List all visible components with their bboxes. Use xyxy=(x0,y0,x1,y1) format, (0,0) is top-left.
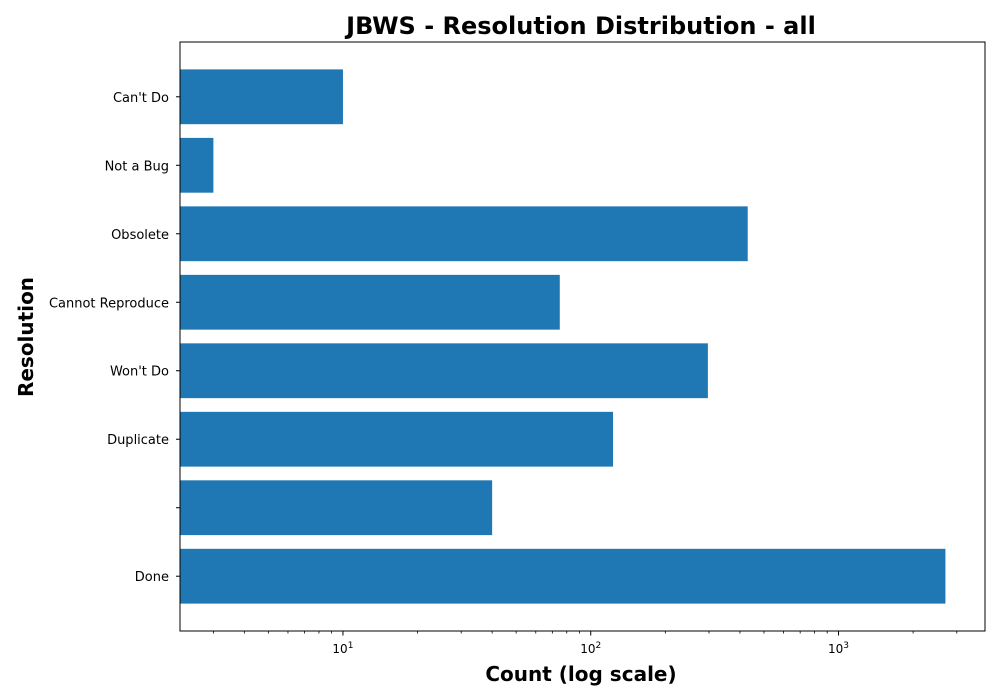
bar-0 xyxy=(180,548,946,604)
bar-7 xyxy=(180,69,343,125)
y-tick-label-2: Duplicate xyxy=(107,433,169,448)
y-tick-label-4: Cannot Reproduce xyxy=(49,296,169,311)
y-tick-label-3: Won't Do xyxy=(110,365,169,380)
x-tick-label-0: 101 xyxy=(332,641,353,656)
y-tick-label-0: Done xyxy=(135,570,169,585)
bar-2 xyxy=(180,411,614,467)
bar-4 xyxy=(180,274,560,330)
x-axis-title: Count (log scale) xyxy=(485,662,676,686)
bars-layer xyxy=(180,69,946,604)
bar-6 xyxy=(180,137,214,193)
y-axis-title: Resolution xyxy=(14,277,38,397)
bar-1 xyxy=(180,480,493,536)
y-axis-ticks: Done Duplicate Won't Do Cannot Reproduce Obs… xyxy=(49,91,180,585)
x-axis-ticks: 101 102 103 xyxy=(212,631,958,656)
x-tick-label-1: 102 xyxy=(580,641,601,656)
y-tick-label-6: Not a Bug xyxy=(105,159,169,174)
bar-5 xyxy=(180,206,748,262)
chart-title: JBWS - Resolution Distribution - all xyxy=(344,12,816,40)
x-tick-label-2: 103 xyxy=(828,641,849,656)
y-tick-label-7: Can't Do xyxy=(113,91,169,106)
plot-frame xyxy=(179,41,986,632)
y-tick-label-5: Obsolete xyxy=(111,228,169,243)
bar-3 xyxy=(180,343,708,399)
